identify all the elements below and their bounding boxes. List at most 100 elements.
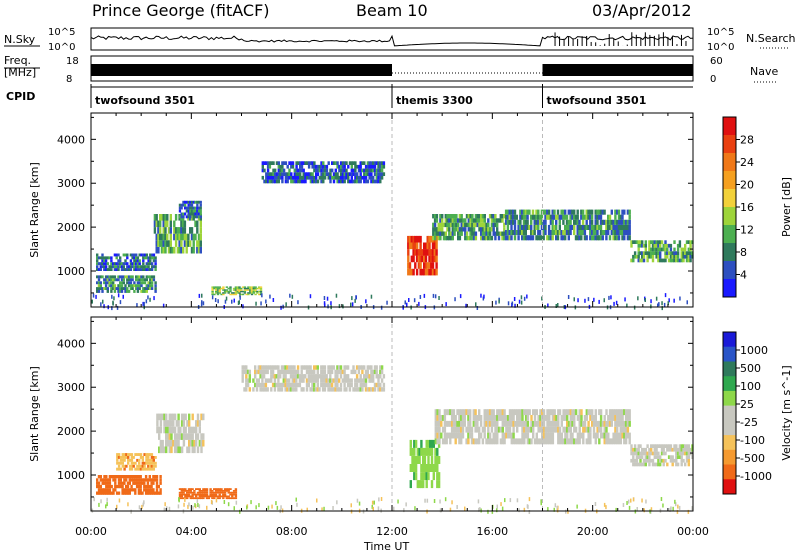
data-cell xyxy=(651,451,655,456)
data-cell xyxy=(166,220,169,228)
data-cell xyxy=(626,432,630,439)
data-cell xyxy=(427,456,430,464)
data-cell xyxy=(322,168,325,173)
data-cell xyxy=(101,265,104,269)
data-cell xyxy=(507,415,510,421)
data-cell xyxy=(134,478,137,482)
data-cell xyxy=(653,247,656,252)
data-cell xyxy=(441,426,445,433)
data-cell xyxy=(617,209,621,215)
data-cell xyxy=(145,268,148,271)
data-cell xyxy=(513,214,517,220)
data-cell xyxy=(339,179,343,184)
data-cell xyxy=(134,453,137,456)
data-cell xyxy=(343,172,346,176)
data-cell xyxy=(684,247,687,252)
data-cell xyxy=(295,164,298,169)
data-cell xyxy=(289,365,293,370)
data-cell xyxy=(341,175,345,180)
data-cell xyxy=(669,447,673,452)
data-cell xyxy=(234,287,238,290)
data-cell xyxy=(481,227,485,232)
data-cell xyxy=(157,233,160,241)
data-cell xyxy=(122,265,125,269)
data-cell xyxy=(662,462,665,467)
data-cell xyxy=(465,222,469,228)
data-cell xyxy=(254,287,257,290)
data-cell xyxy=(382,382,386,388)
data-cell xyxy=(463,420,466,427)
data-cell xyxy=(182,420,186,427)
data-cell xyxy=(284,365,287,370)
ground-scatter-cell xyxy=(587,297,590,302)
data-cell xyxy=(138,467,141,471)
data-cell xyxy=(327,175,330,180)
data-cell xyxy=(470,438,474,445)
data-cell xyxy=(131,265,134,269)
data-cell xyxy=(641,240,644,244)
data-cell xyxy=(254,289,257,291)
ground-scatter-cell xyxy=(100,499,102,504)
data-cell xyxy=(288,172,291,176)
data-cell xyxy=(424,249,428,256)
data-cell xyxy=(288,378,291,383)
data-cell xyxy=(241,290,245,293)
data-cell xyxy=(288,387,291,392)
data-cell xyxy=(467,218,470,223)
data-cell xyxy=(655,247,658,252)
data-cell xyxy=(259,365,262,370)
ground-scatter-cell xyxy=(406,302,408,307)
data-cell xyxy=(637,243,640,248)
data-cell xyxy=(117,262,120,266)
data-cell xyxy=(499,409,503,416)
data-cell xyxy=(149,287,152,290)
data-cell xyxy=(621,209,624,215)
data-cell xyxy=(607,224,610,230)
data-cell xyxy=(373,387,377,392)
colorbar-tick-label: -100 xyxy=(740,434,765,447)
data-cell xyxy=(590,214,594,220)
data-cell xyxy=(599,214,603,220)
data-cell xyxy=(345,378,348,383)
data-cell xyxy=(190,227,194,234)
data-cell xyxy=(657,258,660,263)
data-cell xyxy=(619,415,622,421)
ground-scatter-cell xyxy=(210,500,213,504)
data-cell xyxy=(492,227,495,232)
data-cell xyxy=(264,369,268,375)
data-cell xyxy=(639,240,642,244)
data-cell xyxy=(120,290,124,293)
data-cell xyxy=(323,387,327,392)
data-cell xyxy=(225,286,229,288)
data-cell xyxy=(430,456,434,464)
data-cell xyxy=(195,433,198,440)
data-cell xyxy=(571,438,574,445)
data-cell xyxy=(415,268,419,276)
data-cell xyxy=(173,439,177,447)
x-axis: 00:00 04:00 08:00 12:00 16:00 20:00 00:00 xyxy=(75,525,709,538)
data-cell xyxy=(571,415,574,421)
data-cell xyxy=(691,240,694,244)
data-cell xyxy=(192,200,195,204)
ground-scatter-cell xyxy=(669,507,671,512)
colorbar-swatch xyxy=(723,376,736,392)
data-cell xyxy=(307,369,310,375)
data-cell xyxy=(364,168,368,173)
data-cell xyxy=(103,259,106,263)
ground-scatter-cell xyxy=(233,298,235,303)
data-cell xyxy=(457,227,460,232)
data-cell xyxy=(161,413,164,421)
data-cell xyxy=(101,481,104,485)
data-cell xyxy=(127,290,131,293)
data-cell xyxy=(685,258,689,263)
data-cell xyxy=(546,209,549,215)
data-cell xyxy=(494,432,497,439)
data-cell xyxy=(139,453,143,456)
data-cell xyxy=(150,461,154,465)
data-cell xyxy=(329,382,332,388)
data-cell xyxy=(382,172,386,176)
data-cell xyxy=(617,415,621,421)
data-cell xyxy=(623,438,626,445)
data-cell xyxy=(434,456,437,464)
data-cell xyxy=(465,438,468,445)
